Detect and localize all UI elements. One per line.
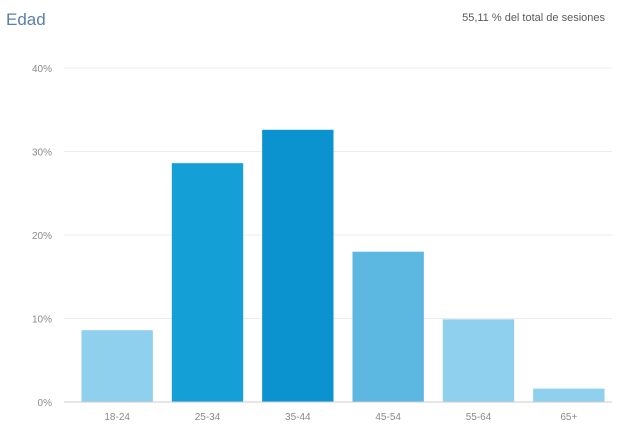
y-tick-label: 10% [32,315,52,326]
y-tick-label: 0% [38,398,53,409]
bar-25-34[interactable] [171,163,244,402]
bars [81,129,605,403]
x-tick-label: 45-54 [375,412,401,423]
y-tick-label: 20% [32,231,52,242]
x-tick-label: 25-34 [195,412,221,423]
bar-55-64[interactable] [442,319,515,402]
bar-18-24[interactable] [81,330,153,402]
x-tick-label: 18-24 [104,412,130,423]
bar-65+[interactable] [533,388,605,402]
bar-35-44[interactable] [262,129,334,403]
chart-subtitle: 55,11 % del total de sesiones [462,12,605,24]
grid-lines [64,67,612,319]
chart-title: Edad [6,10,46,29]
x-axis-ticks: 18-24 25-34 35-44 45-54 55-64 65+ [104,412,577,423]
x-tick-label: 65+ [560,412,577,423]
bar-45-54[interactable] [352,251,424,402]
y-axis-ticks: 0% 10% 20% 30% 40% [32,64,52,409]
y-tick-label: 30% [32,148,52,159]
x-tick-label: 35-44 [285,412,311,423]
y-tick-label: 40% [32,64,52,75]
x-tick-label: 55-64 [466,412,492,423]
